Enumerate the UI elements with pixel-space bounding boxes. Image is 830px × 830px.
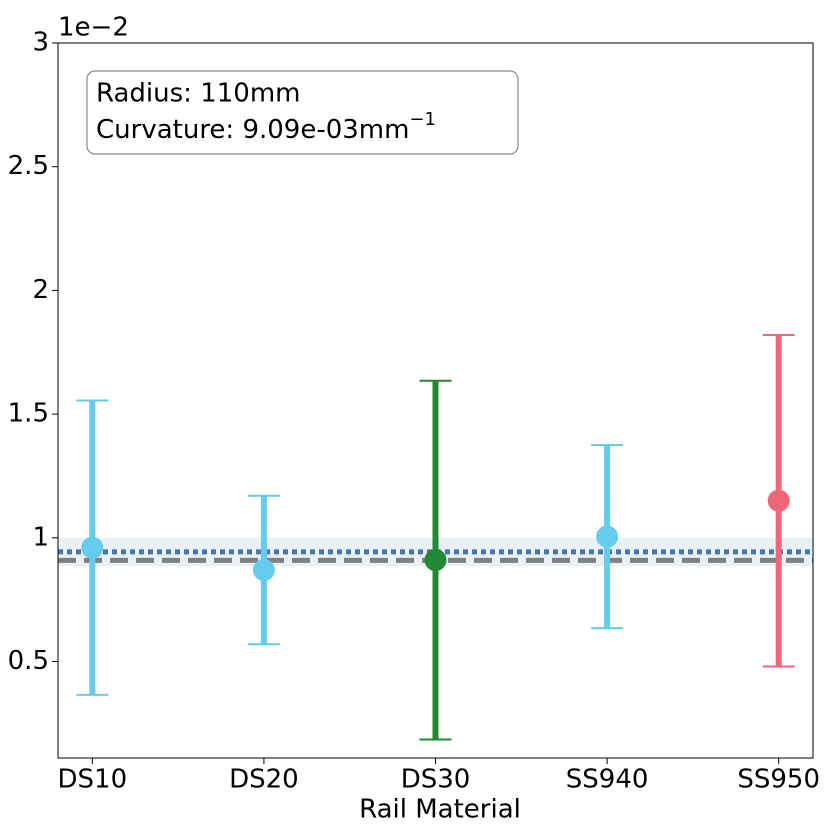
point — [81, 536, 104, 559]
point — [767, 489, 790, 512]
annotation-line: Curvature: 9.09e-03mm−1 — [96, 109, 436, 145]
x-tick-label: SS950 — [737, 765, 820, 795]
annotation-box — [86, 70, 519, 155]
x-axis-label: Rail Material — [359, 795, 521, 825]
y-tick-label: 1.5 — [8, 399, 49, 429]
annotation-line: Radius: 110mm — [96, 79, 300, 109]
x-tick-label: DS10 — [58, 765, 128, 795]
x-tick-label: DS20 — [229, 765, 299, 795]
y-tick-label: 3 — [32, 28, 49, 58]
y-tick-label: 0.5 — [8, 646, 49, 676]
y-offset-label: 1e−2 — [58, 13, 129, 43]
y-tick-label: 2 — [32, 275, 49, 305]
y-tick-label: 2.5 — [8, 151, 49, 181]
point — [424, 549, 447, 572]
x-tick-label: SS940 — [566, 765, 649, 795]
x-tick-label: DS30 — [401, 765, 471, 795]
point — [596, 525, 619, 548]
annotation-superscript: −1 — [409, 109, 436, 130]
point — [252, 558, 275, 581]
y-tick-label: 1 — [32, 522, 49, 552]
plot-frame — [57, 42, 814, 759]
annotation-text: Curvature: 9.09e-03mm — [96, 115, 409, 145]
